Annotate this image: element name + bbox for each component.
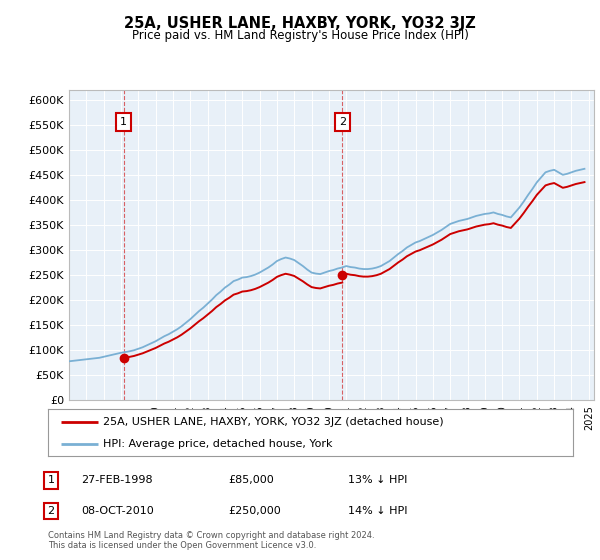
Text: £250,000: £250,000 (228, 506, 281, 516)
Text: 08-OCT-2010: 08-OCT-2010 (81, 506, 154, 516)
Text: 14% ↓ HPI: 14% ↓ HPI (348, 506, 407, 516)
Text: £85,000: £85,000 (228, 475, 274, 485)
Text: 25A, USHER LANE, HAXBY, YORK, YO32 3JZ (detached house): 25A, USHER LANE, HAXBY, YORK, YO32 3JZ (… (103, 417, 444, 427)
Text: 2: 2 (338, 117, 346, 127)
Text: 2: 2 (47, 506, 55, 516)
Text: 1: 1 (47, 475, 55, 485)
Text: Price paid vs. HM Land Registry's House Price Index (HPI): Price paid vs. HM Land Registry's House … (131, 29, 469, 42)
Text: 1: 1 (120, 117, 127, 127)
Text: 13% ↓ HPI: 13% ↓ HPI (348, 475, 407, 485)
Text: Contains HM Land Registry data © Crown copyright and database right 2024.
This d: Contains HM Land Registry data © Crown c… (48, 530, 374, 550)
Text: HPI: Average price, detached house, York: HPI: Average price, detached house, York (103, 438, 332, 449)
Text: 27-FEB-1998: 27-FEB-1998 (81, 475, 152, 485)
Text: 25A, USHER LANE, HAXBY, YORK, YO32 3JZ: 25A, USHER LANE, HAXBY, YORK, YO32 3JZ (124, 16, 476, 31)
